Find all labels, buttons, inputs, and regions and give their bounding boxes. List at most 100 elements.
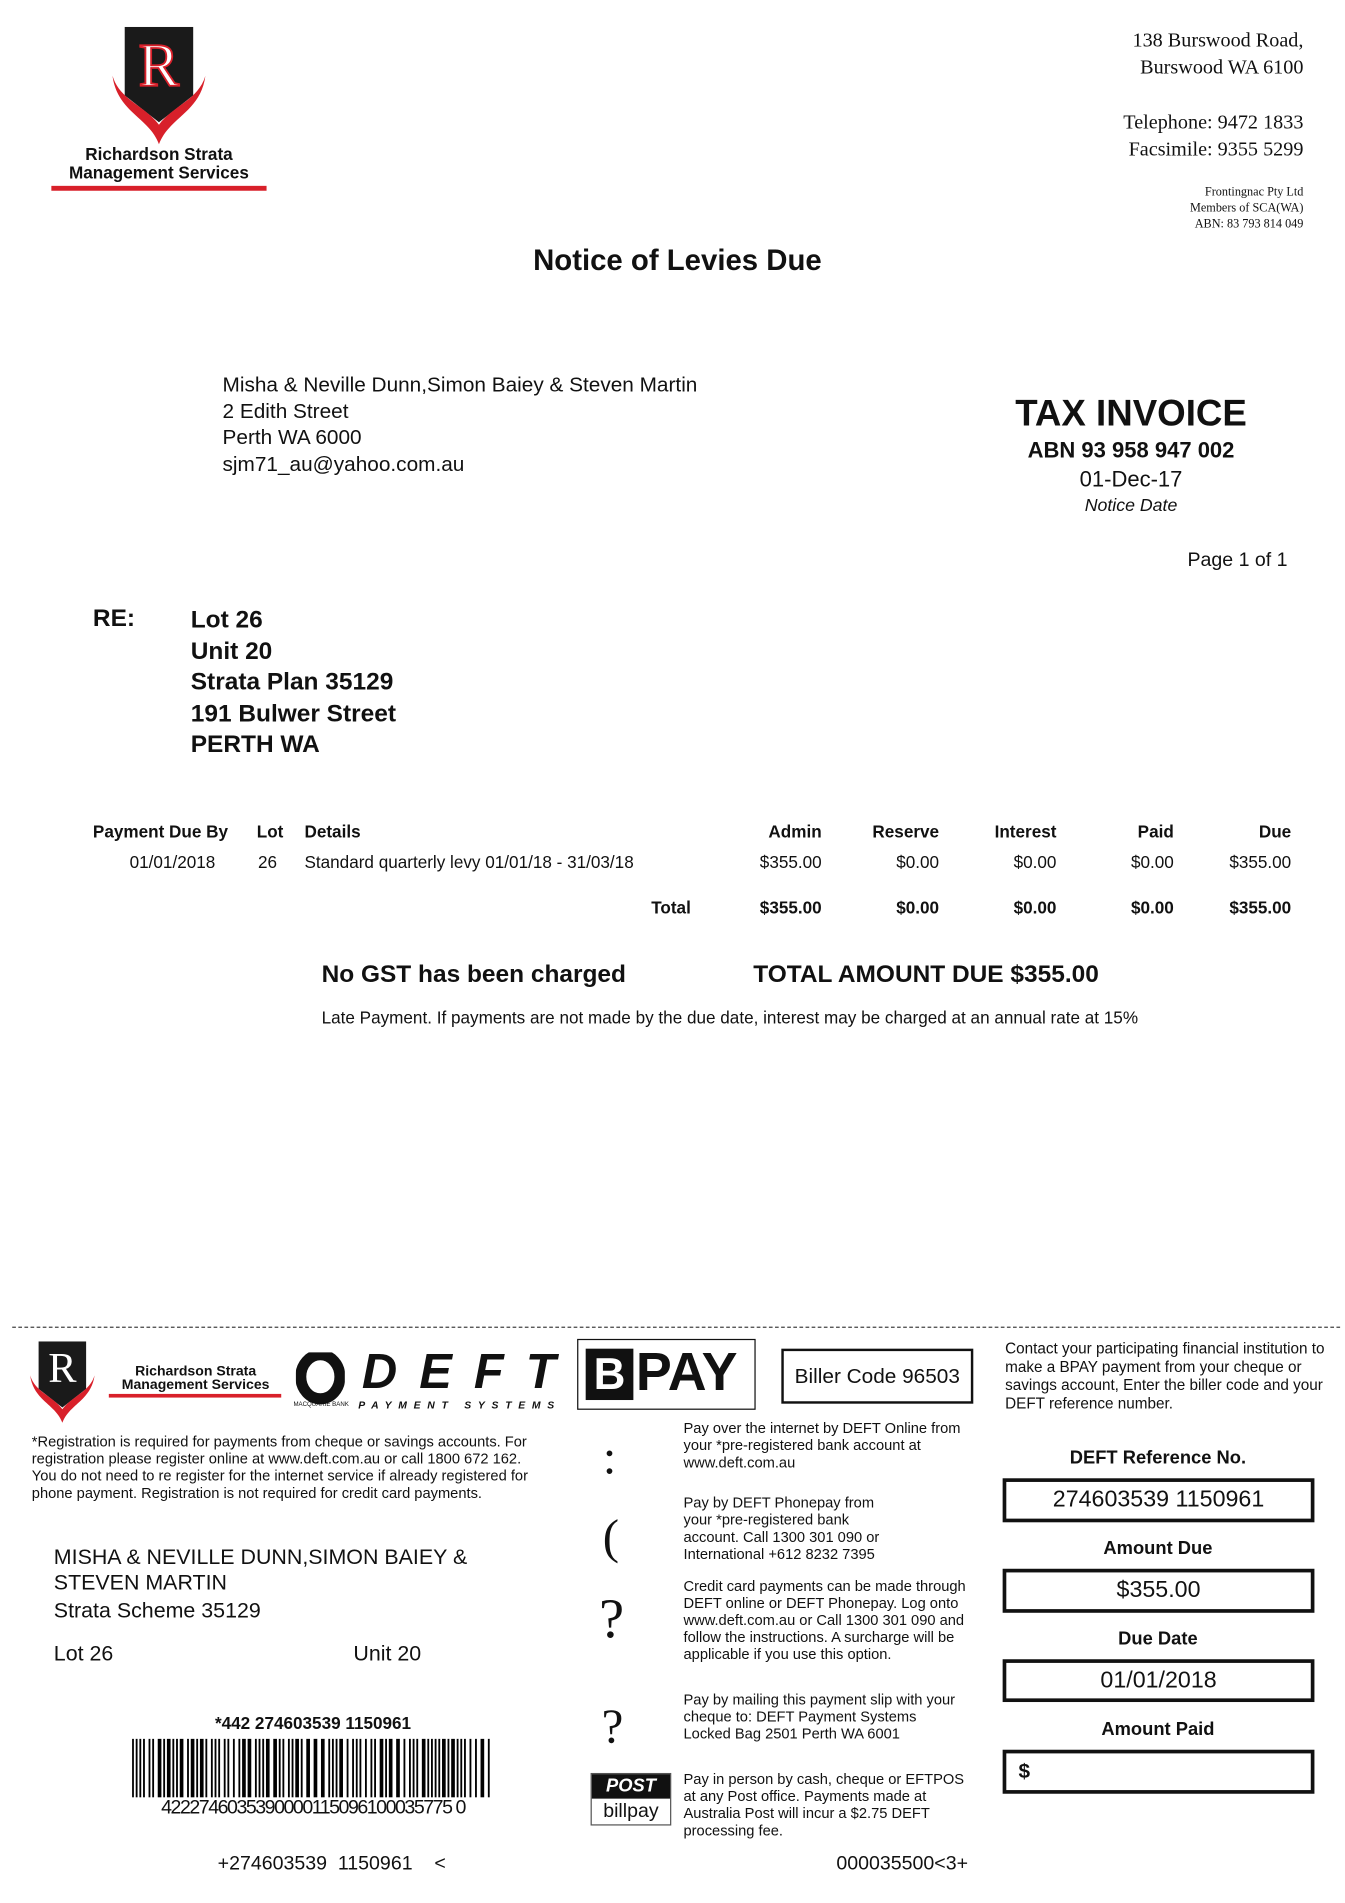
strata-scheme: Strata Scheme 35129 — [53, 1598, 261, 1623]
billpay-text: billpay — [603, 1801, 659, 1822]
col-header: Details — [304, 821, 361, 842]
barcode-bar — [359, 1738, 362, 1798]
barcode-bar — [456, 1738, 459, 1798]
re-label: RE: — [92, 605, 136, 633]
addressee: Misha & Neville Dunn,Simon Baiey & Steve… — [223, 372, 698, 477]
barcode-bar — [388, 1738, 393, 1798]
barcode-bar — [148, 1738, 151, 1798]
legal-line: ABN: 83 793 814 049 — [1194, 217, 1304, 232]
amount-paid-field[interactable]: $ — [1002, 1749, 1315, 1794]
barcode-bar — [218, 1738, 221, 1798]
deft-subtitle: PAYMENT SYSTEMS — [358, 1398, 561, 1412]
barcode-bar — [135, 1738, 138, 1798]
dollar-sign: $ — [1018, 1759, 1031, 1783]
barcode-bar — [265, 1738, 270, 1798]
company-name-line1: Richardson Strata — [85, 144, 233, 164]
barcode-bar — [431, 1738, 433, 1798]
deft-ref-value: 274603539 1150961 — [1002, 1478, 1315, 1523]
company-name: Richardson Strata Management Services — [51, 144, 266, 183]
col-header: Paid — [1137, 821, 1174, 842]
notice-date: 01-Dec-17 — [1079, 467, 1183, 492]
barcode-bar — [427, 1738, 430, 1798]
col-header: Payment Due By — [92, 821, 229, 842]
barcode-bar — [442, 1738, 446, 1798]
property-details: Lot 26 Unit 20 Strata Plan 35129 191 Bul… — [191, 605, 396, 761]
credit-card-icon: ? — [599, 1587, 625, 1650]
cell: Standard quarterly levy 01/01/18 - 31/03… — [304, 852, 634, 872]
total-label: Total — [651, 897, 691, 918]
barcode-bar — [370, 1738, 373, 1798]
barcode-bar — [242, 1738, 246, 1798]
barcode-bar — [451, 1738, 455, 1798]
barcode-bar — [199, 1738, 204, 1798]
barcode-bar — [152, 1738, 155, 1798]
bpay-b-icon: B — [585, 1348, 634, 1401]
barcode-bar — [205, 1738, 208, 1798]
barcode-bar — [339, 1738, 343, 1798]
barcode-bar — [396, 1738, 400, 1798]
barcode-bar — [238, 1738, 241, 1798]
bank-name: MACQUARIE BANK — [293, 1401, 349, 1409]
barcode-digits: 4222746035390000115096100035775 0 — [161, 1797, 466, 1819]
barcode-bar — [374, 1738, 376, 1798]
barcode-bar — [278, 1738, 281, 1798]
barcode-bar — [331, 1738, 334, 1798]
total-cell: $0.00 — [1013, 897, 1057, 918]
slip-lot: Lot 26 — [53, 1640, 114, 1666]
barcode-bar — [139, 1738, 142, 1798]
mail-icon: ? — [601, 1698, 624, 1754]
barcode-bar — [409, 1738, 411, 1798]
col-header: Reserve — [872, 821, 940, 842]
cell: 26 — [257, 852, 278, 872]
barcode-bar — [176, 1738, 178, 1798]
barcode-bar — [143, 1738, 145, 1798]
barcode-icon — [132, 1738, 490, 1798]
addressee-line: 2 Edith Street — [222, 399, 349, 423]
biller-code: Biller Code 96503 — [781, 1348, 974, 1404]
barcode-bar — [223, 1738, 226, 1798]
barcode-bar — [166, 1738, 171, 1798]
barcode-bar — [273, 1738, 277, 1798]
addressee-email: sjm71_au@yahoo.com.au — [222, 451, 465, 476]
barcode-bar — [214, 1738, 217, 1798]
company-address: 138 Burswood Road, Burswood WA 6100 Tele… — [1123, 27, 1303, 163]
barcode-bar — [190, 1738, 195, 1798]
bpay-logo: B PAY — [577, 1338, 756, 1410]
page-title: Notice of Levies Due — [533, 244, 822, 278]
logo-underline — [51, 185, 267, 191]
addressee-line: Misha & Neville Dunn,Simon Baiey & Steve… — [222, 372, 698, 397]
total-cell: $355.00 — [759, 897, 822, 918]
barcode-bar — [434, 1738, 437, 1798]
barcode-bar — [335, 1738, 338, 1798]
payer-name: MISHA & NEVILLE DUNN,SIMON BAIEY & — [53, 1544, 468, 1569]
barcode-bar — [132, 1738, 134, 1798]
barcode-bar — [328, 1738, 331, 1798]
barcode-bar — [469, 1738, 472, 1798]
barcode-bar — [172, 1738, 175, 1798]
payer-name: STEVEN MARTIN — [53, 1569, 227, 1595]
total-cell: $0.00 — [1130, 897, 1174, 918]
legal-line: Members of SCA(WA) — [1190, 201, 1304, 216]
barcode-bar — [163, 1738, 166, 1798]
address-line: Burswood WA 6100 — [1140, 55, 1304, 79]
barcode-bar — [262, 1738, 265, 1798]
barcode-bar — [320, 1738, 325, 1798]
facsimile: Facsimile: 9355 5299 — [1128, 136, 1304, 161]
barcode-bar — [157, 1738, 162, 1798]
cell: $0.00 — [1013, 852, 1057, 872]
deft-logo: DEFT — [361, 1345, 578, 1399]
barcode-bar — [464, 1738, 466, 1798]
barcode-reference: *442 274603539 1150961 — [214, 1713, 412, 1733]
barcode-bar — [364, 1738, 367, 1798]
ocr-line-left: +274603539 1150961 < — [217, 1853, 446, 1875]
total-amount-due: TOTAL AMOUNT DUE $355.00 — [753, 961, 1099, 988]
post-text: POST — [591, 1774, 671, 1799]
barcode-bar — [355, 1738, 358, 1798]
ocr-line-right: 000035500<3+ — [836, 1853, 969, 1875]
barcode-bar — [447, 1738, 450, 1798]
method-mail-text: Pay by mailing this payment slip with yo… — [683, 1691, 956, 1743]
property-line: Lot 26 — [190, 606, 263, 634]
barcode-bar — [179, 1738, 184, 1798]
deft-ref-label: DEFT Reference No. — [1069, 1447, 1247, 1469]
barcode-bar — [300, 1738, 303, 1798]
